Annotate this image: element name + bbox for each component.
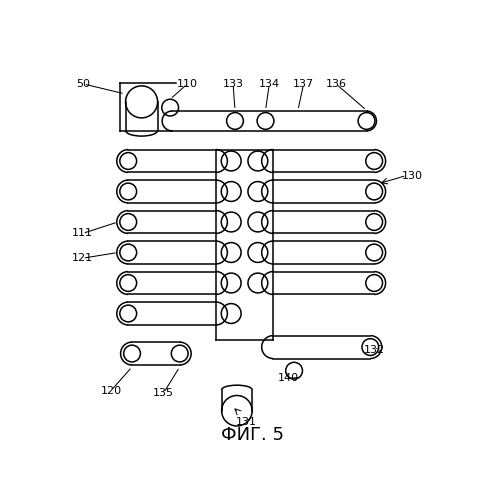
Text: 110: 110 — [177, 79, 198, 89]
Text: 121: 121 — [72, 253, 93, 263]
Text: 133: 133 — [222, 79, 244, 89]
Text: 135: 135 — [153, 388, 174, 398]
Text: ФИГ. 5: ФИГ. 5 — [220, 426, 284, 444]
Text: 130: 130 — [402, 171, 423, 181]
Text: 131: 131 — [236, 417, 257, 427]
Text: 140: 140 — [278, 374, 299, 384]
Text: 111: 111 — [72, 228, 93, 238]
Text: 120: 120 — [100, 386, 122, 396]
Text: 132: 132 — [364, 344, 385, 354]
Text: 134: 134 — [259, 79, 280, 89]
Text: 137: 137 — [293, 79, 314, 89]
Text: 136: 136 — [326, 79, 346, 89]
Text: 50: 50 — [77, 79, 91, 89]
